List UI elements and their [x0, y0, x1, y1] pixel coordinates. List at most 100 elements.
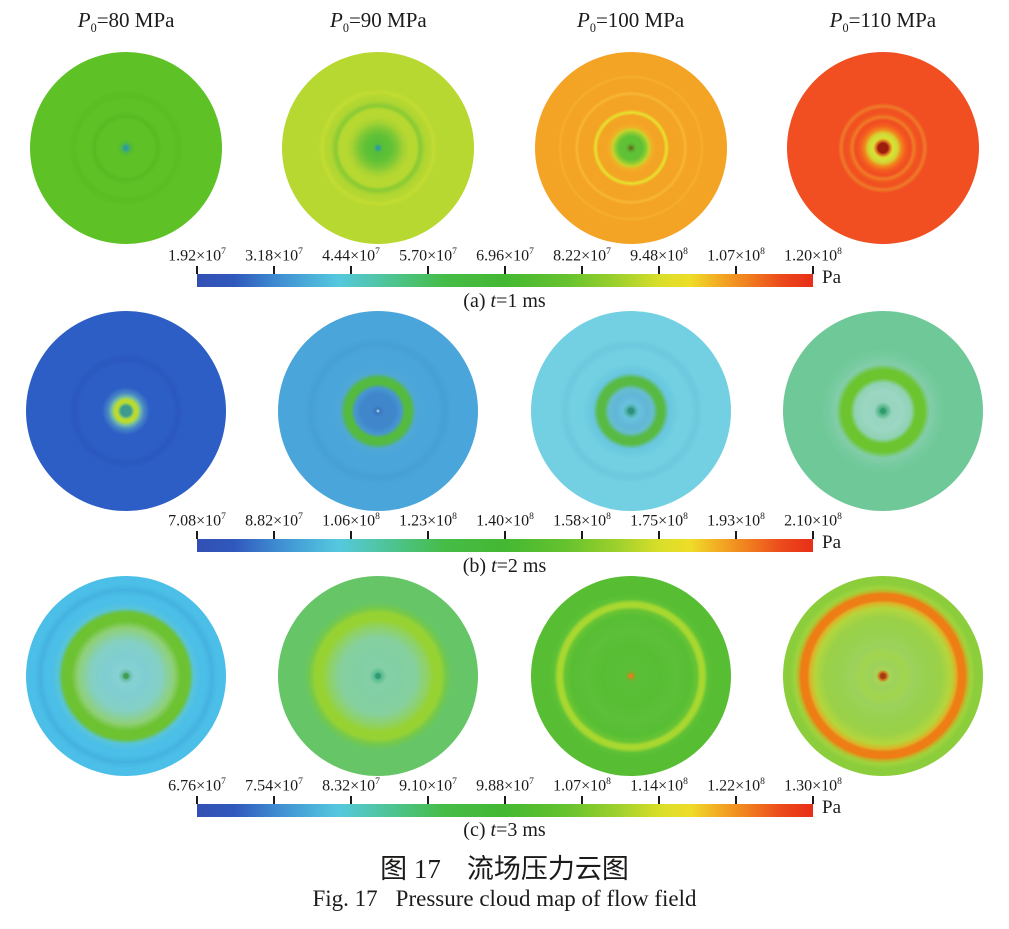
panel-header: P0=80 MPa: [77, 8, 175, 36]
pressure-contour-p0-100-c: [530, 576, 731, 776]
colorbar-tick-label: 6.96×107: [476, 246, 534, 265]
panel-cell: [0, 576, 252, 776]
colorbar-tick-label: 1.06×108: [322, 511, 380, 530]
colorbar-tick: [504, 796, 506, 804]
colorbar-tick-label: 1.58×108: [553, 511, 611, 530]
colorbar-tick-label: 1.07×108: [553, 776, 611, 795]
colorbar-tick-label: 1.30×108: [784, 776, 842, 795]
colorbar-tick: [581, 266, 583, 274]
colorbar-tick: [581, 796, 583, 804]
figure-caption-en-label: Fig. 17: [312, 886, 378, 911]
colorbar-tick: [504, 531, 506, 539]
colorbar-a: 1.92×107 3.18×107 4.44×107 5.70×107 6.96×107…: [0, 246, 1009, 291]
colorbar-tick-label: 9.88×107: [476, 776, 534, 795]
panel-header: P0=100 MPa: [577, 8, 685, 36]
colorbar-tick: [812, 266, 814, 274]
panels-row-c: [0, 575, 1009, 777]
colorbar-tick: [735, 796, 737, 804]
panel-header: P0=90 MPa: [330, 8, 427, 36]
colorbar-tick-label: 6.76×107: [168, 776, 226, 795]
figure-caption-zh-text: 流场压力云图: [466, 854, 629, 884]
pressure-contour-p0-110-c: [782, 576, 983, 776]
colorbar-tick: [273, 266, 275, 274]
colorbar-tick-label: 7.54×107: [245, 776, 303, 795]
row-caption-a: (a) t=1 ms: [463, 290, 546, 312]
panel-cell: [505, 311, 757, 511]
colorbar-tick: [350, 796, 352, 804]
panel-cell: [0, 52, 252, 244]
colorbar-tick: [658, 266, 660, 274]
colorbar-tick: [581, 531, 583, 539]
panel-cell: [757, 52, 1009, 244]
panel-headers-row: P0=80 MPa P0=90 MPa P0=100 MPa P0=110 MPa: [0, 8, 1009, 36]
figure-caption-en: Fig. 17 Pressure cloud map of flow field: [0, 886, 1009, 912]
panel-header: P0=110 MPa: [829, 8, 937, 36]
colorbar-tick: [196, 531, 198, 539]
colorbar-tick-label: 1.92×107: [168, 246, 226, 265]
colorbar-tick-label: 8.22×107: [553, 246, 611, 265]
colorbar-tick-label: 1.93×108: [707, 511, 765, 530]
colorbar-unit-label: Pa: [822, 797, 841, 818]
colorbar-tick-label: 7.08×107: [168, 511, 226, 530]
colorbar-tick-label: 1.40×108: [476, 511, 534, 530]
colorbar-tick: [812, 796, 814, 804]
colorbar-tick-label: 9.10×107: [399, 776, 457, 795]
figure-caption-en-text: Pressure cloud map of flow field: [395, 886, 697, 911]
figure-caption-zh-label: 图 17: [380, 854, 441, 884]
panel-cell: [505, 52, 757, 244]
colorbar-tick-label: 1.14×108: [630, 776, 688, 795]
colorbar-tick: [658, 796, 660, 804]
colorbar-tick: [735, 266, 737, 274]
colorbar-c: 6.76×107 7.54×107 8.32×107 9.10×107 9.88×107…: [0, 776, 1009, 821]
pressure-contour-p0-90-a: [282, 52, 475, 244]
row-caption-c: (c) t=3 ms: [463, 819, 546, 841]
colorbar-tick: [273, 796, 275, 804]
panel-cell: [252, 52, 504, 244]
colorbar-tick: [196, 796, 198, 804]
colorbar-tick: [427, 531, 429, 539]
colorbar-unit-label: Pa: [822, 267, 841, 288]
colorbar-tick-label: 4.44×107: [322, 246, 380, 265]
figure-caption-zh: 图 17 流场压力云图: [0, 847, 1009, 886]
pressure-contour-p0-80-a: [30, 52, 223, 244]
panel-cell: [757, 576, 1009, 776]
colorbar-tick-label: 2.10×108: [784, 511, 842, 530]
colorbar-tick: [273, 531, 275, 539]
colorbar-tick-label: 1.75×108: [630, 511, 688, 530]
pressure-contour-p0-100-a: [534, 52, 727, 244]
colorbar-tick-label: 5.70×107: [399, 246, 457, 265]
colorbar-tick-label: 1.20×108: [784, 246, 842, 265]
panel-cell: [252, 576, 504, 776]
colorbar-tick: [658, 531, 660, 539]
panel-cell: [0, 311, 252, 511]
pressure-contour-p0-100-b: [530, 311, 731, 511]
panel-cell: [757, 311, 1009, 511]
pressure-contour-p0-80-b: [26, 311, 227, 511]
colorbar-tick-label: 1.07×108: [707, 246, 765, 265]
colorbar-gradient-bar: [197, 539, 813, 552]
colorbar-tick-label: 1.22×108: [707, 776, 765, 795]
panels-row-a: [0, 50, 1009, 246]
pressure-contour-p0-90-b: [278, 311, 479, 511]
colorbar-gradient-bar: [197, 804, 813, 817]
pressure-contour-p0-110-a: [786, 52, 979, 244]
colorbar-tick-label: 3.18×107: [245, 246, 303, 265]
colorbar-tick: [504, 266, 506, 274]
pressure-contour-p0-90-c: [278, 576, 479, 776]
panel-cell: [252, 311, 504, 511]
panels-row-b: [0, 310, 1009, 512]
colorbar-tick: [350, 266, 352, 274]
colorbar-tick-label: 9.48×108: [630, 246, 688, 265]
pressure-contour-p0-110-b: [782, 311, 983, 511]
colorbar-tick: [427, 796, 429, 804]
panel-cell: [505, 576, 757, 776]
colorbar-tick: [350, 531, 352, 539]
colorbar-b: 7.08×107 8.82×107 1.06×108 1.23×108 1.40×108…: [0, 511, 1009, 556]
colorbar-tick-label: 8.82×107: [245, 511, 303, 530]
pressure-contour-p0-80-c: [26, 576, 227, 776]
colorbar-unit-label: Pa: [822, 532, 841, 553]
row-caption-b: (b) t=2 ms: [462, 555, 547, 577]
colorbar-gradient-bar: [197, 274, 813, 287]
colorbar-tick: [735, 531, 737, 539]
